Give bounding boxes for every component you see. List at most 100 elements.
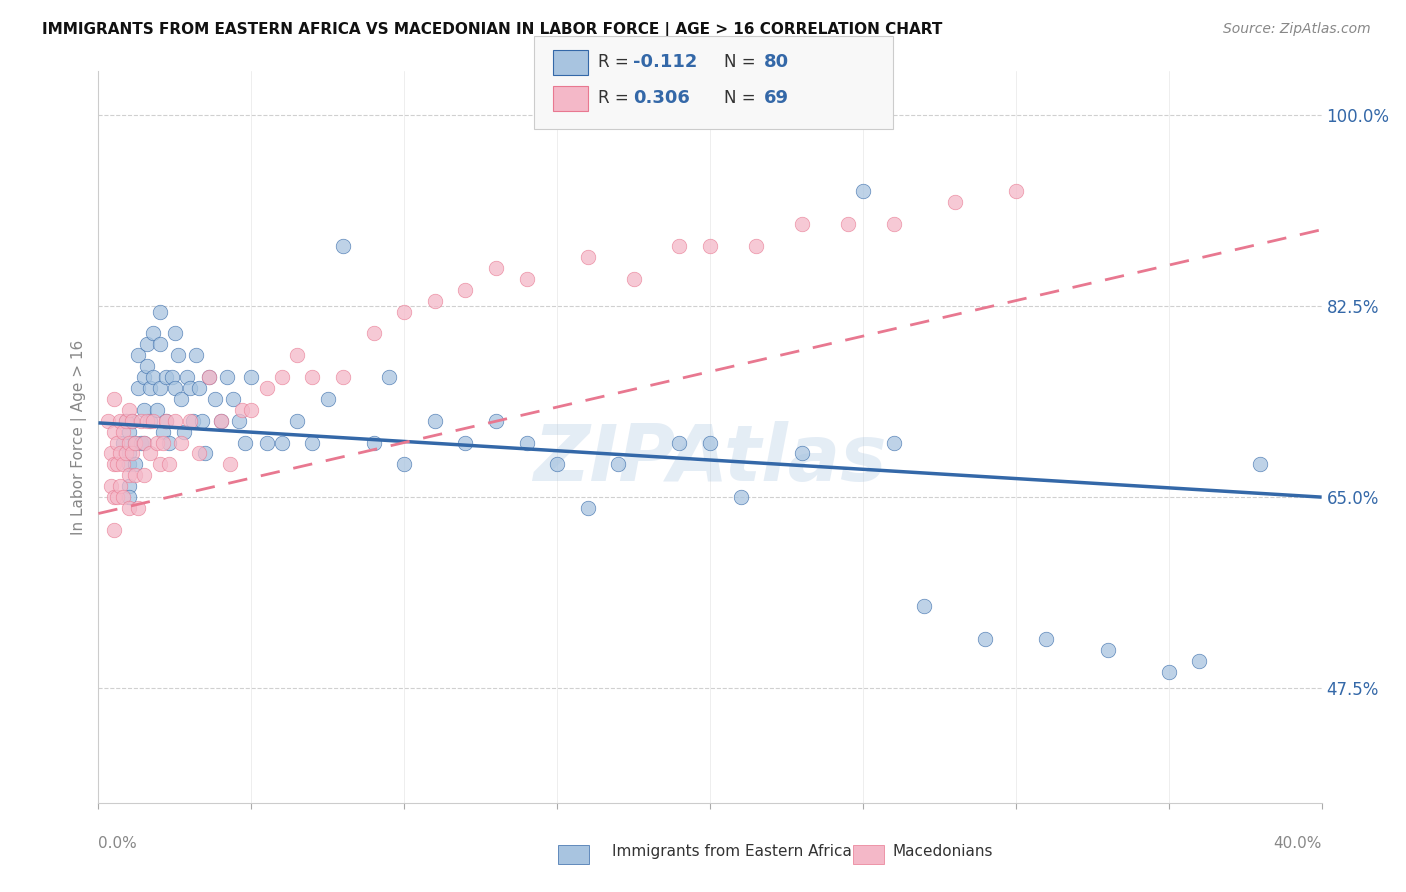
Point: [152, 435, 174, 450]
Point: [790, 217, 813, 231]
Point: [228, 414, 250, 428]
Point: [301, 370, 323, 384]
Point: [170, 435, 193, 450]
Point: [699, 239, 721, 253]
Point: [100, 446, 122, 460]
Text: 0.306: 0.306: [633, 89, 689, 107]
Point: [423, 414, 446, 428]
Point: [546, 458, 568, 472]
Point: [103, 425, 125, 439]
Point: [173, 425, 195, 439]
Point: [152, 425, 174, 439]
Point: [160, 370, 183, 384]
Point: [155, 414, 177, 428]
Point: [668, 435, 690, 450]
Point: [155, 414, 177, 428]
Point: [179, 414, 201, 428]
Point: [105, 435, 128, 450]
Point: [485, 260, 508, 275]
Point: [790, 446, 813, 460]
Point: [149, 381, 172, 395]
Point: [139, 414, 162, 428]
Point: [145, 435, 167, 450]
Point: [231, 402, 253, 417]
Y-axis label: In Labor Force | Age > 16: In Labor Force | Age > 16: [72, 340, 87, 534]
Point: [124, 435, 146, 450]
Point: [285, 348, 308, 362]
Text: 80: 80: [763, 54, 789, 71]
Point: [103, 523, 125, 537]
Point: [316, 392, 339, 406]
Point: [186, 348, 208, 362]
Point: [285, 414, 308, 428]
Point: [222, 392, 245, 406]
Text: 40.0%: 40.0%: [1274, 836, 1322, 851]
Point: [127, 381, 149, 395]
Text: Immigrants from Eastern Africa: Immigrants from Eastern Africa: [612, 845, 852, 859]
Point: [118, 458, 141, 472]
Point: [188, 381, 211, 395]
Point: [191, 414, 214, 428]
Point: [1097, 643, 1119, 657]
Point: [124, 468, 146, 483]
Point: [118, 425, 141, 439]
Point: [127, 348, 149, 362]
Point: [1035, 632, 1057, 646]
Point: [134, 435, 156, 450]
Text: IMMIGRANTS FROM EASTERN AFRICA VS MACEDONIAN IN LABOR FORCE | AGE > 16 CORRELATI: IMMIGRANTS FROM EASTERN AFRICA VS MACEDO…: [42, 22, 942, 38]
Point: [111, 458, 134, 472]
Point: [730, 490, 752, 504]
Point: [576, 501, 599, 516]
Point: [103, 490, 125, 504]
Point: [209, 414, 232, 428]
Point: [256, 381, 278, 395]
Point: [121, 446, 143, 460]
Point: [103, 458, 125, 472]
Text: 69: 69: [763, 89, 789, 107]
Text: N =: N =: [724, 89, 761, 107]
Point: [121, 414, 143, 428]
Point: [155, 370, 177, 384]
Point: [136, 337, 159, 351]
Point: [883, 217, 905, 231]
Text: 0.0%: 0.0%: [98, 836, 138, 851]
Point: [607, 458, 630, 472]
Point: [516, 435, 538, 450]
Point: [363, 435, 385, 450]
Point: [145, 402, 167, 417]
Point: [1249, 458, 1271, 472]
Point: [454, 283, 477, 297]
Point: [118, 479, 141, 493]
Point: [943, 195, 966, 210]
Point: [111, 435, 134, 450]
Point: [219, 458, 242, 472]
Point: [623, 272, 645, 286]
Point: [134, 435, 156, 450]
Point: [115, 446, 138, 460]
Point: [127, 501, 149, 516]
Point: [1004, 185, 1026, 199]
Point: [256, 435, 278, 450]
Point: [108, 446, 131, 460]
Point: [233, 435, 256, 450]
Point: [149, 458, 172, 472]
Point: [204, 392, 226, 406]
Point: [270, 435, 292, 450]
Point: [167, 348, 190, 362]
Point: [111, 490, 134, 504]
Point: [668, 239, 690, 253]
Point: [170, 392, 193, 406]
Point: [100, 479, 122, 493]
Point: [392, 304, 416, 318]
Point: [118, 490, 141, 504]
Point: [837, 217, 859, 231]
Point: [149, 304, 172, 318]
Point: [852, 185, 875, 199]
Point: [215, 370, 238, 384]
Point: [163, 381, 186, 395]
Point: [363, 326, 385, 341]
Point: [485, 414, 508, 428]
Point: [118, 468, 141, 483]
Point: [163, 326, 186, 341]
Point: [121, 414, 143, 428]
